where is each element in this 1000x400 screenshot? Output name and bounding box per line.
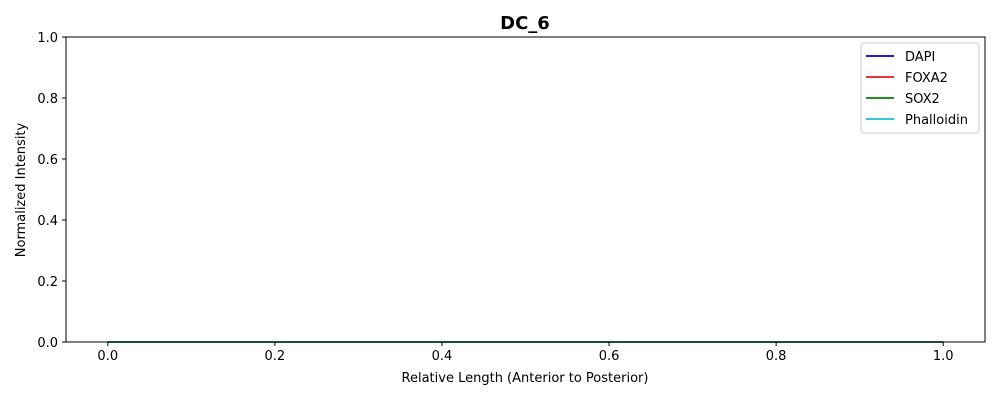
chart-title: DC_6	[500, 13, 550, 34]
y-tick-label: 0.8	[37, 92, 58, 107]
y-tick-label: 1.0	[37, 31, 58, 46]
legend-label-foxa2: FOXA2	[905, 71, 948, 86]
x-tick-label: 0.6	[599, 349, 620, 364]
y-axis-label: Normalized Intensity	[14, 122, 29, 257]
x-tick-label: 0.4	[432, 349, 453, 364]
legend-box	[860, 42, 980, 134]
y-tick-label: 0.2	[37, 275, 58, 290]
legend-label-dapi: DAPI	[905, 50, 935, 65]
x-axis-label: Relative Length (Anterior to Posterior)	[402, 371, 649, 386]
legend-label-sox2: SOX2	[905, 92, 940, 107]
x-tick-label: 0.2	[265, 349, 286, 364]
plot-frame	[65, 36, 986, 343]
legend-label-phalloidin: Phalloidin	[905, 113, 968, 128]
x-tick-label: 1.0	[933, 349, 954, 364]
legend: DAPI FOXA2 SOX2 Phalloidin	[860, 42, 980, 134]
y-tick-label: 0.0	[37, 336, 58, 351]
y-tick-label: 0.6	[37, 153, 58, 168]
axes: 0.0 0.2 0.4 0.6 0.8 1.0 0.0 0.2 0.4 0.6 0.8 1.0	[37, 31, 986, 364]
x-tick-label: 0.8	[766, 349, 787, 364]
x-tick-label: 0.0	[97, 349, 118, 364]
y-tick-label: 0.4	[37, 214, 58, 229]
